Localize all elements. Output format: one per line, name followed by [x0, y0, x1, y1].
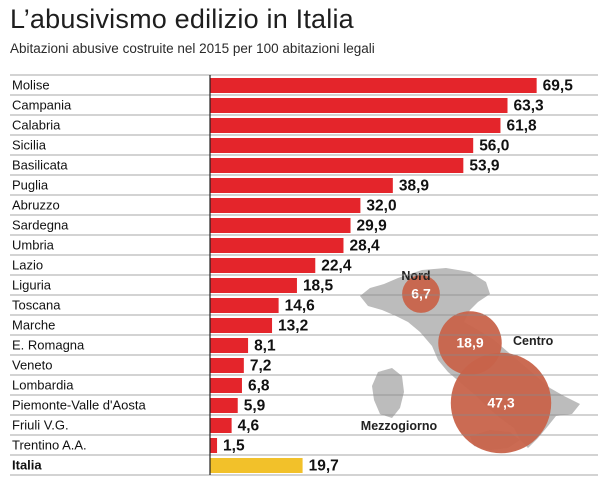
value-label-piemonte-valle-d-aosta: 5,9: [244, 398, 266, 415]
bar-e-romagna: [210, 338, 249, 353]
bar-lombardia: [210, 378, 242, 393]
bar-marche: [210, 318, 273, 333]
bar-friuli-v-g: [210, 418, 232, 433]
bar-abruzzo: [210, 198, 361, 213]
region-name-mezzogiorno: Mezzogiorno: [361, 419, 438, 433]
value-label-trentino-a-a: 1,5: [223, 438, 245, 455]
region-value-nord: 6,7: [411, 286, 431, 302]
category-label-friuli-v-g: Friuli V.G.: [12, 418, 69, 433]
category-label-lombardia: Lombardia: [12, 378, 74, 393]
bar-basilicata: [210, 158, 464, 173]
region-name-nord: Nord: [401, 269, 430, 283]
value-label-puglia: 38,9: [399, 178, 430, 195]
bar-veneto: [210, 358, 244, 373]
bar-sicilia: [210, 138, 474, 153]
bar-rows: Molise 69,5 Campania 63,3 Calabria 61,8 Sicili…: [10, 74, 598, 476]
bar-piemonte-valle-d-aosta: [210, 398, 238, 413]
value-label-umbria: 28,4: [349, 238, 380, 255]
value-label-calabria: 61,8: [506, 118, 537, 135]
value-label-lazio: 22,4: [321, 258, 352, 275]
category-label-liguria: Liguria: [12, 278, 52, 293]
value-label-campania: 63,3: [514, 98, 545, 115]
category-label-umbria: Umbria: [12, 238, 55, 253]
bar-umbria: [210, 238, 344, 253]
value-label-lombardia: 6,8: [248, 378, 270, 395]
chart-title: L’abusivismo edilizio in Italia: [10, 4, 354, 34]
value-label-liguria: 18,5: [303, 278, 334, 295]
value-label-italia: 19,7: [309, 458, 339, 475]
region-bubble-nord: [402, 275, 440, 313]
bar-liguria: [210, 278, 297, 293]
region-value-centro: 18,9: [456, 335, 483, 351]
category-label-piemonte-valle-d-aosta: Piemonte-Valle d'Aosta: [12, 398, 147, 413]
bar-molise: [210, 78, 537, 93]
value-label-sardegna: 29,9: [357, 218, 388, 235]
value-label-toscana: 14,6: [285, 298, 316, 315]
italy-inset-map: 6,7 18,9 47,3 Nord Centro Mezzogiorno: [360, 268, 580, 454]
chart-subtitle: Abitazioni abusive costruite nel 2015 pe…: [10, 41, 375, 56]
bar-italia: [210, 458, 303, 473]
bar-lazio: [210, 258, 316, 273]
value-label-basilicata: 53,9: [469, 158, 500, 175]
value-label-marche: 13,2: [278, 318, 308, 335]
category-label-puglia: Puglia: [12, 178, 49, 193]
value-label-sicilia: 56,0: [479, 138, 509, 155]
value-label-e-romagna: 8,1: [254, 338, 276, 355]
category-label-trentino-a-a: Trentino A.A.: [12, 438, 87, 453]
region-name-centro: Centro: [513, 334, 554, 348]
value-label-abruzzo: 32,0: [366, 198, 396, 215]
category-label-basilicata: Basilicata: [12, 158, 68, 173]
value-label-molise: 69,5: [543, 78, 574, 95]
region-bubble-mezzogiorno: [450, 352, 552, 454]
category-label-calabria: Calabria: [12, 118, 61, 133]
category-label-marche: Marche: [12, 318, 55, 333]
category-label-sardegna: Sardegna: [12, 218, 69, 233]
sardinia-shape: [372, 368, 404, 418]
category-label-abruzzo: Abruzzo: [12, 198, 60, 213]
bar-toscana: [210, 298, 279, 313]
bar-sardegna: [210, 218, 351, 233]
category-label-toscana: Toscana: [12, 298, 61, 313]
value-label-veneto: 7,2: [250, 358, 272, 375]
category-label-sicilia: Sicilia: [12, 138, 47, 153]
value-label-friuli-v-g: 4,6: [238, 418, 260, 435]
category-label-campania: Campania: [12, 98, 72, 113]
category-label-e-romagna: E. Romagna: [12, 338, 85, 353]
category-label-molise: Molise: [12, 78, 50, 93]
region-value-mezzogiorno: 47,3: [487, 395, 514, 411]
category-label-italia: Italia: [12, 458, 42, 473]
bar-campania: [210, 98, 508, 113]
category-label-lazio: Lazio: [12, 258, 43, 273]
bar-calabria: [210, 118, 501, 133]
bar-puglia: [210, 178, 393, 193]
bar-trentino-a-a: [210, 438, 218, 453]
category-label-veneto: Veneto: [12, 358, 53, 373]
